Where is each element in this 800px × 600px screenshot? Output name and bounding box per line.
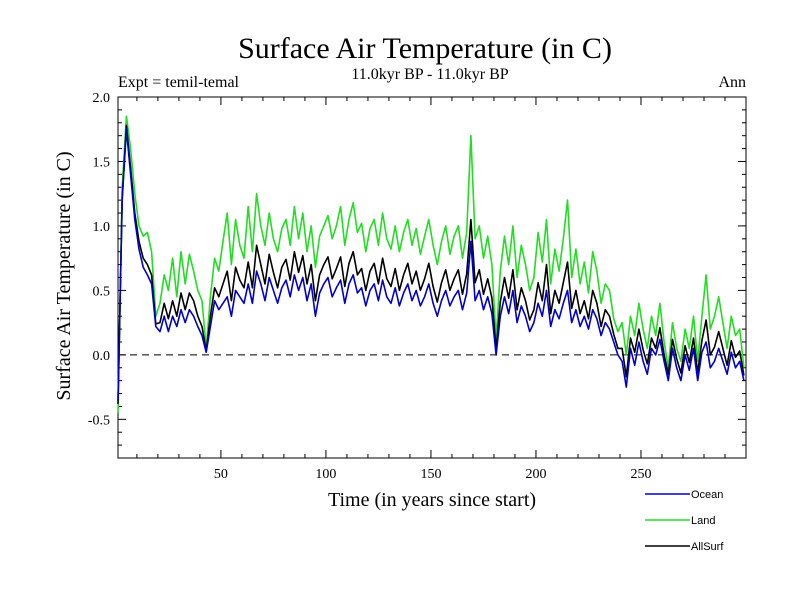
legend: Ocean Land AllSurf xyxy=(645,489,724,553)
y-tick-label: 1.5 xyxy=(93,155,111,170)
plot-area: 50 100 150 200 250 -0.5 0.0 0.5 1.0 1.5 2.0 xyxy=(88,91,747,482)
experiment-label: Expt = temil-temal xyxy=(118,74,240,91)
legend-label-land: Land xyxy=(691,515,715,527)
x-tick-label: 150 xyxy=(420,467,441,482)
season-label: Ann xyxy=(718,74,746,91)
x-axis-label: Time (in years since start) xyxy=(328,489,536,511)
series-line-land xyxy=(117,115,745,413)
chart-title: Surface Air Temperature (in C) xyxy=(238,32,612,65)
x-tick-label: 250 xyxy=(630,467,651,482)
x-tick-label: 100 xyxy=(315,467,336,482)
x-tick-label: 50 xyxy=(214,467,228,482)
y-tick-label: 2.0 xyxy=(93,91,111,106)
chart-subtitle: 11.0kyr BP - 11.0kyr BP xyxy=(351,66,508,83)
y-tick-label: 0.5 xyxy=(93,284,111,299)
x-tick-label: 200 xyxy=(525,467,546,482)
legend-label-ocean: Ocean xyxy=(691,489,723,501)
series-line-allsurf xyxy=(117,124,745,404)
y-tick-label: 0.0 xyxy=(93,349,111,364)
legend-label-allsurf: AllSurf xyxy=(691,541,724,553)
y-axis-label: Surface Air Temperature (in C) xyxy=(53,151,75,400)
series-line-ocean xyxy=(117,128,745,401)
y-tick-label: -0.5 xyxy=(88,413,110,428)
y-tick-label: 1.0 xyxy=(93,220,111,235)
